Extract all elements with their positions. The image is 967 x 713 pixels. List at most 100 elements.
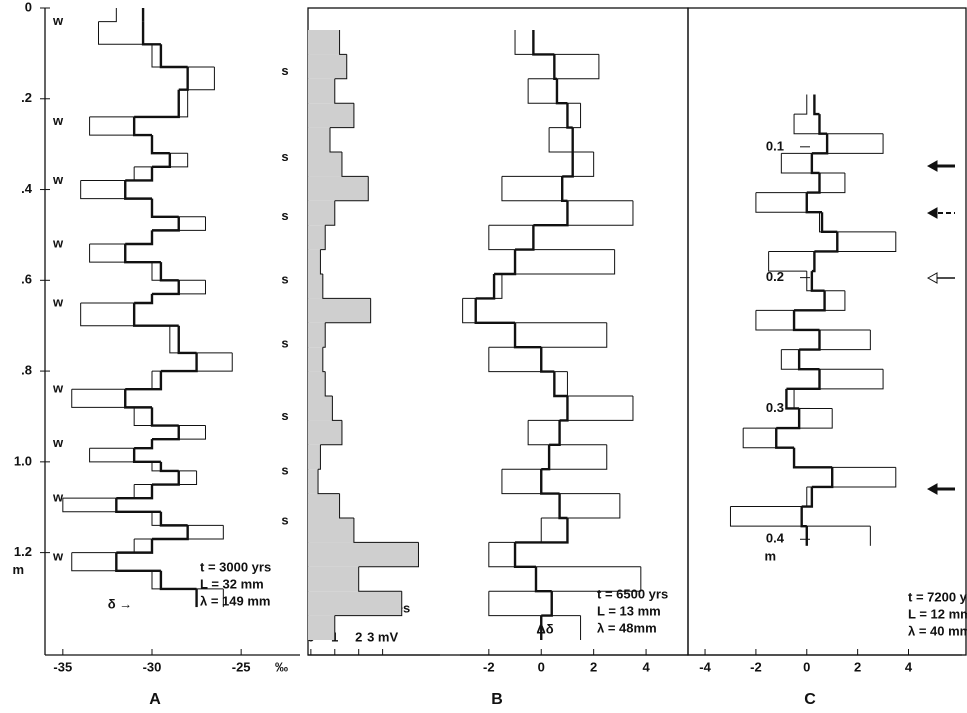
step-segment <box>541 591 553 617</box>
step-segment <box>806 172 821 194</box>
step-segment <box>358 542 419 568</box>
step-segment <box>324 371 333 397</box>
step-segment <box>768 251 807 272</box>
annotation: s <box>281 335 288 350</box>
step-segment <box>71 539 135 554</box>
annotation: w <box>52 13 64 28</box>
step-segment <box>320 225 326 251</box>
step-segment <box>742 428 795 449</box>
shaded-step <box>308 30 340 55</box>
step-segment <box>730 486 808 508</box>
arrows <box>926 160 955 495</box>
x-tick-label: 3 mV <box>367 629 398 644</box>
note: λ = 40 mm <box>908 623 967 638</box>
step-segment <box>494 249 517 276</box>
step-segment <box>334 54 348 80</box>
shaded-step <box>308 591 402 616</box>
y-tick-label: .4 <box>21 181 33 196</box>
step-segment <box>334 591 403 617</box>
step-segment <box>116 484 154 500</box>
step-segment <box>488 591 581 617</box>
step-segment <box>151 352 233 372</box>
step-segment <box>124 389 152 409</box>
step-segment <box>776 408 801 430</box>
step-segment <box>341 152 369 177</box>
step-segment <box>159 570 197 591</box>
step-segment <box>334 176 369 202</box>
step-segment <box>159 511 188 527</box>
y-tick-label: 0 <box>25 0 32 14</box>
shaded-step <box>308 54 347 79</box>
shaded-step <box>308 274 323 299</box>
step-segment <box>566 371 633 397</box>
shaded-step <box>308 152 342 177</box>
step-segment <box>794 94 808 115</box>
shaded-step <box>308 518 354 543</box>
step-segment <box>540 469 560 495</box>
annotation: s <box>281 63 288 78</box>
annotation: s <box>281 208 288 223</box>
x-tick-label: -25 <box>232 659 251 674</box>
annotation: s <box>281 512 288 527</box>
step-segment <box>555 78 568 105</box>
x-tick-label: 2 <box>355 629 362 644</box>
step-segment <box>528 396 634 421</box>
axis-label: δ → <box>108 596 133 611</box>
x-tick-label: 4 <box>905 659 913 674</box>
step-segment <box>515 225 535 251</box>
step-segment <box>133 407 206 427</box>
step-segment <box>811 467 834 489</box>
step-segment <box>97 21 152 45</box>
step-segment <box>160 352 198 373</box>
arrow-head <box>926 160 938 172</box>
step-segment <box>331 396 342 421</box>
y-unit: m <box>764 549 776 564</box>
step-segment <box>501 469 620 495</box>
step-segment <box>488 322 608 348</box>
step-segment <box>527 78 581 104</box>
step-segment <box>89 448 152 463</box>
y-unit: m <box>12 562 24 577</box>
step-segment <box>811 251 816 273</box>
arrow-head <box>926 483 938 495</box>
step-segment <box>134 153 189 168</box>
step-segment <box>339 493 354 519</box>
shaded-step <box>308 396 333 421</box>
x-tick-label: 2 <box>854 659 861 674</box>
step-segment <box>566 103 573 129</box>
step-segment <box>780 349 884 370</box>
step-segment <box>334 78 354 104</box>
step-segment <box>780 153 845 174</box>
x-tick-label: 0 <box>538 659 545 674</box>
panel-label: A <box>149 691 161 708</box>
step-segment <box>781 133 884 154</box>
step-segment <box>62 498 152 513</box>
step-segment <box>501 176 633 202</box>
step-segment <box>71 389 135 408</box>
x-tick-label: -35 <box>53 659 72 674</box>
step-segment <box>475 274 496 300</box>
step-segment <box>125 166 154 182</box>
step-segment <box>794 369 884 390</box>
shaded-step <box>308 566 359 592</box>
step-segment <box>488 347 568 373</box>
step-segment <box>134 525 224 540</box>
step-segment <box>527 420 607 446</box>
step-segment <box>339 30 347 55</box>
step-segment <box>141 21 161 46</box>
step-segment <box>488 542 641 568</box>
step-segment <box>781 329 871 351</box>
note: λ = 48mm <box>597 620 657 635</box>
panel-c-frame <box>687 7 967 656</box>
step-segment <box>501 152 595 177</box>
shaded-step <box>308 615 335 640</box>
annotation: w <box>52 549 64 564</box>
shaded-step <box>308 493 340 518</box>
step-segment <box>553 54 557 80</box>
step-segment <box>80 303 170 327</box>
y-tick-label: 0.1 <box>766 138 784 153</box>
step-segment <box>785 388 800 410</box>
note: L = 32 mm <box>200 576 264 591</box>
step-segment <box>805 192 823 214</box>
